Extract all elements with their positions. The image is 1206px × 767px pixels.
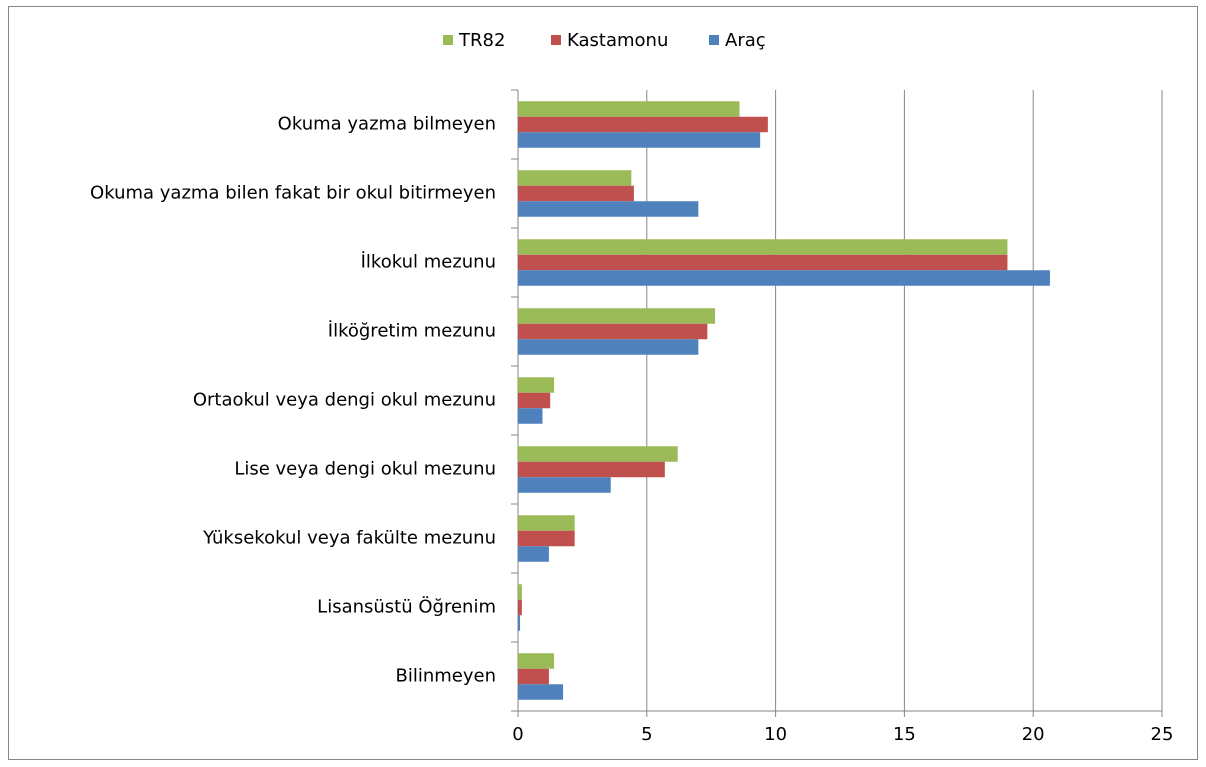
x-tick-label: 25 — [1151, 724, 1174, 745]
bar — [518, 323, 708, 340]
bar — [518, 201, 699, 217]
bar — [518, 185, 634, 202]
bar — [518, 377, 555, 393]
bar — [518, 239, 1008, 255]
bar — [518, 615, 521, 631]
y-tick-label: Bilinmeyen — [395, 666, 496, 687]
bar — [518, 446, 678, 462]
legend-swatch — [443, 35, 453, 45]
y-tick-label: Lisansüstü Öğrenim — [317, 596, 496, 618]
bar — [518, 461, 665, 478]
bar — [518, 684, 564, 700]
bar — [518, 339, 699, 355]
y-tick-label: Ortaokul veya dengi okul mezunu — [193, 390, 496, 411]
y-tick-label: Yüksekokul veya fakülte mezunu — [202, 528, 496, 549]
bar — [518, 132, 761, 148]
bar — [518, 584, 522, 600]
bar — [518, 653, 555, 669]
bar — [518, 668, 549, 685]
y-tick-label: Okuma yazma bilen fakat bir okul bitirme… — [90, 183, 496, 204]
x-tick-label: 15 — [893, 724, 916, 745]
bar — [518, 254, 1008, 271]
legend-swatch — [709, 35, 719, 45]
y-tick-label: Lise veya dengi okul mezunu — [234, 459, 496, 480]
x-tick-label: 20 — [1022, 724, 1045, 745]
bar — [518, 599, 522, 616]
bar — [518, 101, 740, 117]
x-tick-label: 10 — [764, 724, 787, 745]
y-tick-label: İlköğretim mezunu — [328, 321, 496, 342]
legend-label: TR82 — [458, 30, 505, 51]
x-tick-label: 0 — [512, 724, 523, 745]
bar — [518, 408, 543, 424]
x-tick-label: 5 — [641, 724, 652, 745]
bar — [518, 170, 632, 186]
legend-label: Kastamonu — [567, 30, 668, 51]
y-tick-label: Okuma yazma bilmeyen — [278, 114, 496, 135]
bar — [518, 270, 1050, 286]
bar — [518, 392, 551, 409]
y-tick-label: İlkokul mezunu — [361, 252, 496, 273]
legend-label: Araç — [725, 30, 766, 51]
bar — [518, 546, 549, 562]
bar — [518, 116, 768, 133]
bar — [518, 477, 611, 493]
legend-swatch — [551, 35, 561, 45]
bar — [518, 308, 716, 324]
bar — [518, 530, 575, 547]
bar — [518, 515, 575, 531]
